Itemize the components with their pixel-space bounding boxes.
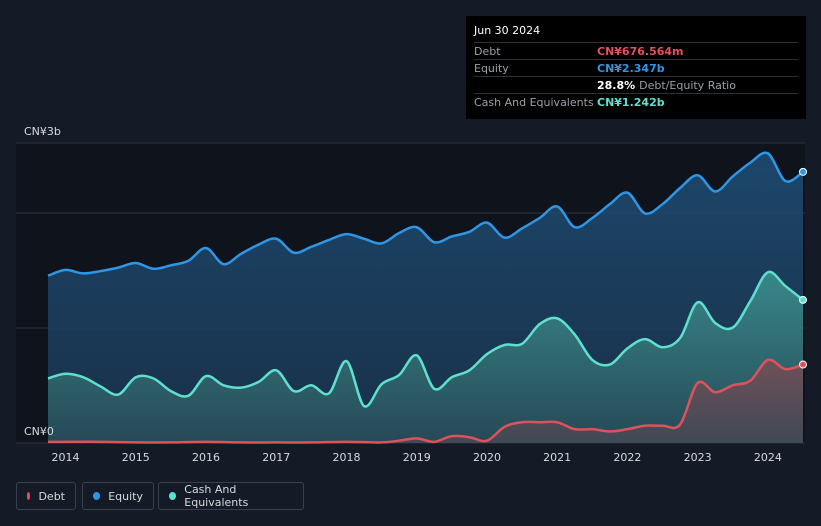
tooltip-row-equity: Equity CN¥2.347b [474, 59, 798, 76]
x-tick-label: 2021 [543, 451, 571, 464]
tooltip-value-debt: CN¥676.564m [597, 44, 684, 58]
y-axis-bottom-label: CN¥0 [24, 425, 54, 438]
tooltip-panel: Jun 30 2024 Debt CN¥676.564m Equity CN¥2… [466, 16, 806, 119]
x-tick-label: 2020 [473, 451, 501, 464]
tooltip-value-ratio: 28.8% [597, 78, 636, 92]
equity-end-marker [799, 167, 807, 176]
tooltip-row-cash: Cash And Equivalents CN¥1.242b [474, 93, 798, 110]
y-axis-top-label: CN¥3b [24, 125, 61, 138]
cash-and-equivalents-area [48, 271, 803, 443]
cash-and-equivalents-end-marker [799, 295, 807, 304]
debt-area [48, 359, 803, 443]
legend-label-equity: Equity [108, 489, 143, 503]
cash-and-equivalents-line [47, 270, 804, 408]
x-tick-label: 2017 [262, 451, 290, 464]
legend-label-cash: Cash And Equivalents [184, 483, 249, 509]
debt-line [48, 358, 804, 444]
tooltip-value-equity: CN¥2.347b [597, 61, 665, 75]
tooltip-label-debt: Debt [474, 44, 501, 58]
tooltip-date: Jun 30 2024 [474, 24, 541, 37]
cash-dot-icon [169, 492, 177, 500]
x-tick-label: 2018 [332, 451, 360, 464]
tooltip-row-ratio: 28.8% Debt/Equity Ratio [474, 76, 798, 93]
tooltip-label-cash: Cash And Equivalents [474, 95, 594, 109]
debt-end-marker [799, 360, 807, 369]
debt-dot-icon [27, 492, 31, 500]
tooltip-ratio-caption: Debt/Equity Ratio [639, 78, 736, 92]
legend-item-equity[interactable]: Equity [82, 482, 154, 510]
legend-item-cash[interactable]: Cash And Equivalents [158, 482, 304, 510]
x-tick-label: 2023 [684, 451, 712, 464]
legend-label-debt: Debt [38, 489, 65, 503]
legend-item-debt[interactable]: Debt [16, 482, 76, 510]
equity-line [47, 151, 804, 277]
x-tick-label: 2022 [613, 451, 641, 464]
x-tick-label: 2019 [403, 451, 431, 464]
x-tick-label: 2024 [754, 451, 782, 464]
tooltip-label-equity: Equity [474, 61, 509, 75]
x-tick-label: 2015 [122, 451, 150, 464]
x-tick-label: 2016 [192, 451, 220, 464]
equity-dot-icon [93, 492, 101, 500]
x-tick-label: 2014 [52, 451, 80, 464]
tooltip-row-debt: Debt CN¥676.564m [474, 42, 798, 59]
tooltip-value-cash: CN¥1.242b [597, 95, 665, 109]
